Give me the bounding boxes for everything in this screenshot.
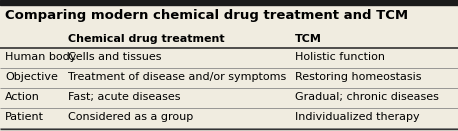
Text: Human body: Human body xyxy=(5,52,76,62)
Text: Action: Action xyxy=(5,92,40,102)
Text: TCM: TCM xyxy=(295,34,322,44)
Text: Gradual; chronic diseases: Gradual; chronic diseases xyxy=(295,92,439,102)
Text: Individualized therapy: Individualized therapy xyxy=(295,112,420,122)
Bar xyxy=(0,0,458,5)
Text: Treatment of disease and/or symptoms: Treatment of disease and/or symptoms xyxy=(68,72,286,82)
Text: Restoring homeostasis: Restoring homeostasis xyxy=(295,72,421,82)
Text: Fast; acute diseases: Fast; acute diseases xyxy=(68,92,180,102)
Text: Holistic function: Holistic function xyxy=(295,52,385,62)
Text: Objective: Objective xyxy=(5,72,58,82)
Text: Patient: Patient xyxy=(5,112,44,122)
Text: Chemical drug treatment: Chemical drug treatment xyxy=(68,34,224,44)
Text: Comparing modern chemical drug treatment and TCM: Comparing modern chemical drug treatment… xyxy=(5,9,408,22)
Text: Considered as a group: Considered as a group xyxy=(68,112,193,122)
Text: Cells and tissues: Cells and tissues xyxy=(68,52,162,62)
